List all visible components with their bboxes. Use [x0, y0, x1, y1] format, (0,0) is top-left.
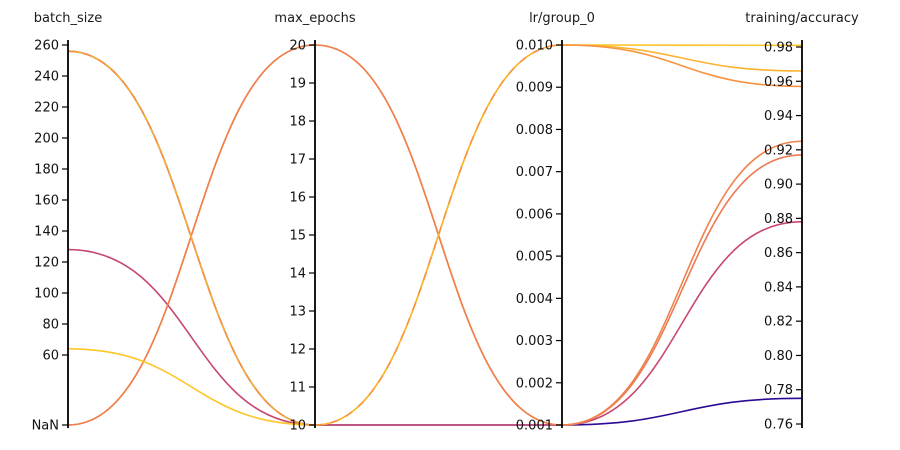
- tick-label: 0.90: [764, 178, 793, 193]
- tick-label: 10: [289, 419, 306, 434]
- run-line[interactable]: [561, 220, 803, 426]
- tick-label: 0.004: [516, 292, 553, 307]
- tick-label: 80: [42, 318, 59, 333]
- tick-label: 100: [34, 287, 59, 302]
- tick-label: 0.008: [516, 123, 553, 138]
- tick-label: 0.001: [516, 419, 553, 434]
- run-line[interactable]: [314, 44, 563, 426]
- tick-label: 200: [34, 132, 59, 147]
- axis-title-max-epochs: max_epochs: [274, 11, 356, 26]
- tick-label: 0.92: [764, 143, 793, 158]
- axis-title-batch-size: batch_size: [33, 11, 103, 26]
- tick-label: 220: [34, 101, 59, 116]
- run-line[interactable]: [314, 44, 563, 426]
- tick-label: 0.003: [516, 334, 553, 349]
- run-line[interactable]: [67, 348, 316, 426]
- tick-label: 0.88: [764, 212, 793, 227]
- tick-label: 0.006: [516, 207, 553, 222]
- run-line[interactable]: [561, 397, 803, 426]
- tick-label: 60: [42, 349, 59, 364]
- tick-label: 0.86: [764, 246, 793, 261]
- tick-label: 0.78: [764, 383, 793, 398]
- tick-label: 0.98: [764, 41, 793, 56]
- tick-label: 13: [289, 305, 306, 320]
- tick-label: 260: [34, 39, 59, 54]
- tick-label: 0.94: [764, 109, 793, 124]
- run-line[interactable]: [561, 44, 803, 88]
- tick-label: 0.96: [764, 75, 793, 90]
- tick-label: 0.010: [516, 39, 553, 54]
- tick-label: 11: [289, 381, 306, 396]
- tick-label: 0.80: [764, 349, 793, 364]
- tick-label: 240: [34, 70, 59, 85]
- tick-label: 18: [289, 115, 306, 130]
- tick-label: 20: [289, 39, 306, 54]
- tick-label: 0.84: [764, 280, 793, 295]
- tick-label: 0.002: [516, 376, 553, 391]
- run-line[interactable]: [561, 140, 803, 426]
- tick-label: 140: [34, 225, 59, 240]
- tick-label: 0.82: [764, 315, 793, 330]
- run-line[interactable]: [67, 248, 316, 426]
- tick-label: 180: [34, 163, 59, 178]
- tick-label: 19: [289, 77, 306, 92]
- run-line[interactable]: [67, 50, 316, 426]
- tick-label: 0.009: [516, 81, 553, 96]
- tick-label: 14: [289, 267, 306, 282]
- tick-label: 0.007: [516, 165, 553, 180]
- tick-label: 0.005: [516, 250, 553, 265]
- tick-label: NaN: [32, 419, 59, 434]
- run-line[interactable]: [67, 44, 316, 426]
- axis-title-training-accuracy: training/accuracy: [745, 11, 859, 26]
- tick-label: 15: [289, 229, 306, 244]
- tick-label: 16: [289, 191, 306, 206]
- tick-label: 0.76: [764, 418, 793, 433]
- tick-label: 12: [289, 343, 306, 358]
- tick-label: 160: [34, 194, 59, 209]
- tick-label: 17: [289, 153, 306, 168]
- run-line[interactable]: [67, 50, 316, 426]
- axis-title-lr-group-0: lr/group_0: [529, 11, 595, 26]
- tick-label: 120: [34, 256, 59, 271]
